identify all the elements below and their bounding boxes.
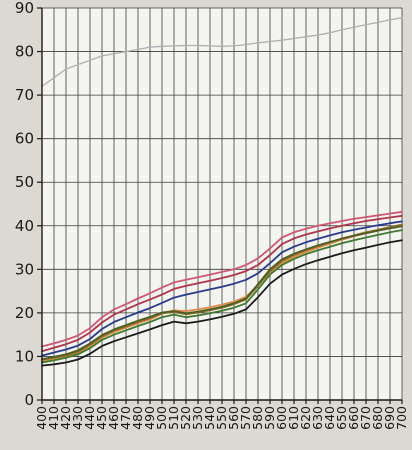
x-tick-label: 610 [286, 406, 301, 430]
x-tick-label: 630 [310, 406, 325, 430]
series-line-7 [41, 229, 403, 364]
x-tick-label: 460 [106, 406, 121, 430]
y-tick-label: 10 [15, 347, 34, 365]
series-lines [41, 16, 403, 367]
x-tick-label: 620 [298, 406, 313, 430]
x-tick-label: 540 [202, 406, 217, 430]
x-tick-label: 410 [46, 406, 61, 430]
x-tick-label: 470 [118, 406, 133, 430]
x-tick-label: 530 [190, 406, 205, 430]
x-tick-label: 590 [262, 406, 277, 430]
x-tick-label: 580 [250, 406, 265, 430]
y-tick-label: 50 [15, 173, 34, 191]
series-line-2 [41, 210, 403, 348]
y-tick-label: 70 [15, 86, 34, 104]
y-tick-label: 0 [24, 391, 34, 409]
x-tick-label: 420 [58, 406, 73, 430]
x-tick-label: 400 [34, 406, 49, 430]
x-tick-label: 520 [178, 406, 193, 430]
x-tick-label: 650 [334, 406, 349, 430]
series-line-3 [41, 214, 403, 353]
x-tick-label: 430 [70, 406, 85, 430]
y-tick-label: 20 [15, 304, 34, 322]
x-tick-label: 440 [82, 406, 97, 430]
series-line-8 [41, 225, 403, 361]
y-tick-label: 80 [15, 43, 34, 61]
axes: 0 10 20 30 40 50 60 70 80 90 400410420430440450460… [15, 0, 409, 430]
x-tick-label: 490 [142, 406, 157, 430]
series-line-9 [41, 239, 403, 367]
x-tick-label: 550 [214, 406, 229, 430]
x-tick-label: 480 [130, 406, 145, 430]
series-line-4 [41, 220, 403, 357]
x-tick-label: 690 [382, 406, 397, 430]
x-tick-label: 510 [166, 406, 181, 430]
x-tick-label: 640 [322, 406, 337, 430]
x-tick-label: 560 [226, 406, 241, 430]
x-tick-label: 660 [346, 406, 361, 430]
y-tick-label: 60 [15, 130, 34, 148]
x-tick-label: 500 [154, 406, 169, 430]
y-tick-label: 90 [15, 0, 34, 17]
series-line-1 [41, 16, 403, 88]
x-tick-label: 680 [370, 406, 385, 430]
y-tick-label: 30 [15, 260, 34, 278]
x-tick-label: 570 [238, 406, 253, 430]
y-tick-label: 40 [15, 217, 34, 235]
x-tick-label: 700 [394, 406, 409, 430]
x-tick-label: 670 [358, 406, 373, 430]
x-tick-label: 450 [94, 406, 109, 430]
x-tick-label: 600 [274, 406, 289, 430]
